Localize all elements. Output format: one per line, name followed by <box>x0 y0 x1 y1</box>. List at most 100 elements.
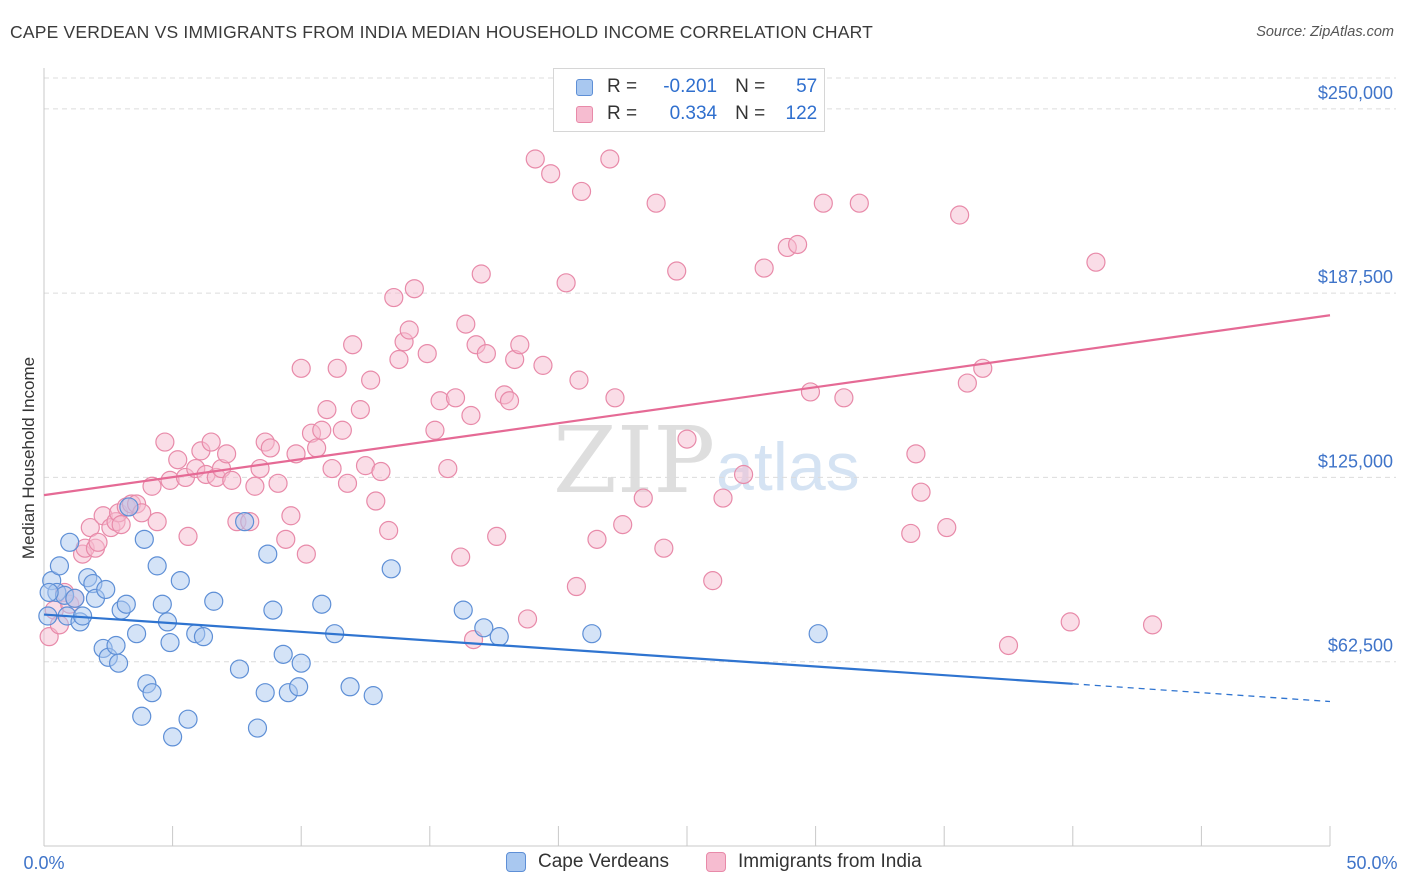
legend-r-value: -0.201 <box>663 76 718 97</box>
india-point <box>451 547 471 567</box>
trend-lines <box>43 314 1331 703</box>
legend-item-cape-verdeans[interactable]: Cape Verdeans <box>506 851 669 873</box>
cape-verdean-point <box>119 497 139 517</box>
legend-r-label: R = <box>607 76 638 97</box>
india-point <box>178 526 198 547</box>
india-point <box>569 370 589 390</box>
cape-verdean-point <box>235 512 255 532</box>
india-point <box>250 458 270 479</box>
india-point <box>834 388 854 408</box>
india-point <box>312 420 332 440</box>
watermark-atlas: atlas <box>716 429 860 505</box>
legend-swatch-cape-verdeans <box>506 852 526 872</box>
cape-verdean-point <box>178 709 198 729</box>
cape-verdean-point <box>96 579 116 600</box>
india-point <box>296 544 316 564</box>
india-point <box>950 205 970 225</box>
india-point <box>901 523 921 544</box>
cape-verdean-point <box>49 556 70 576</box>
cape-verdean-point <box>108 653 129 673</box>
correlation-legend: R = -0.201 N = 57 R = 0.334 N = 122 <box>553 68 825 132</box>
india-point <box>533 355 553 375</box>
india-point <box>600 149 620 169</box>
india-point <box>633 488 653 508</box>
cape-verdean-trend-extension <box>1072 683 1331 703</box>
cape-verdean-point <box>489 627 509 647</box>
india-point <box>343 335 363 355</box>
india-point <box>556 273 576 293</box>
series-india-points <box>39 149 1163 656</box>
cape-verdean-point <box>126 624 147 644</box>
legend-swatch-cape-verdean <box>576 78 593 96</box>
cape-verdean-point <box>453 600 473 620</box>
india-point <box>399 320 419 340</box>
india-point <box>476 343 496 364</box>
cape-verdean-point <box>363 686 383 706</box>
cape-verdean-point <box>291 653 311 673</box>
india-point <box>379 520 399 541</box>
cape-verdean-point <box>474 618 494 638</box>
india-point <box>384 287 404 308</box>
india-point <box>510 335 530 355</box>
india-point <box>605 388 625 408</box>
india-point <box>291 358 311 378</box>
legend-n-label: N = <box>735 103 766 124</box>
cape-verdean-point <box>142 683 162 703</box>
india-point <box>571 181 592 202</box>
india-point <box>677 429 697 449</box>
india-point <box>404 279 424 299</box>
legend-r-label: R = <box>607 103 638 124</box>
india-point <box>371 461 391 482</box>
cape-verdean-point <box>60 532 80 552</box>
india-point <box>361 370 381 390</box>
india-point <box>1142 615 1163 635</box>
india-point <box>337 473 358 493</box>
cape-verdean-point <box>147 556 167 576</box>
india-point <box>322 458 342 479</box>
india-point <box>713 488 733 508</box>
india-point <box>754 258 774 278</box>
cape-verdean-point <box>204 591 224 611</box>
india-point <box>168 450 188 470</box>
india-point <box>461 405 481 426</box>
india-point <box>332 420 352 440</box>
india-point <box>389 349 409 370</box>
y-tick-labels: $62,500 $125,000 $187,500 $250,000 <box>1318 83 1393 656</box>
x-tick-labels: 0.0% 50.0% <box>23 853 1397 873</box>
india-point <box>998 635 1019 656</box>
cape-verdean-point <box>170 571 190 591</box>
source-label: Source: ZipAtlas.com <box>1256 24 1394 40</box>
india-point <box>937 517 957 538</box>
india-point <box>142 476 162 496</box>
india-point <box>417 343 437 364</box>
x-tick-label: 50.0% <box>1346 853 1397 873</box>
legend-label-cape-verdeans: Cape Verdeans <box>538 851 669 872</box>
cape-verdean-point <box>273 644 293 664</box>
cape-verdean-point <box>808 624 828 644</box>
legend-item-india[interactable]: Immigrants from India <box>706 851 922 873</box>
cape-verdean-point <box>160 632 180 653</box>
legend-n-label: N = <box>735 76 766 97</box>
cape-verdean-point <box>381 559 401 579</box>
india-point <box>201 432 221 452</box>
india-point <box>281 506 301 526</box>
watermark: ZIP atlas <box>553 407 860 514</box>
india-point <box>517 609 538 629</box>
cape-verdean-point <box>289 677 309 697</box>
series-legend: Cape Verdeans Immigrants from India <box>0 851 1406 879</box>
india-point <box>80 517 100 538</box>
legend-swatch-india <box>706 852 726 872</box>
cape-verdean-point <box>247 718 268 738</box>
india-point <box>245 476 265 496</box>
india-point <box>88 532 108 552</box>
india-point <box>541 164 561 184</box>
axes <box>43 68 1331 847</box>
india-point <box>155 432 175 452</box>
cape-verdean-point <box>116 594 136 614</box>
india-point <box>276 529 296 549</box>
cape-verdean-point <box>263 600 283 620</box>
legend-row-india: R = 0.334 N = 122 <box>576 101 817 127</box>
legend-label-india: Immigrants from India <box>738 851 922 872</box>
legend-swatch-india <box>576 105 593 123</box>
